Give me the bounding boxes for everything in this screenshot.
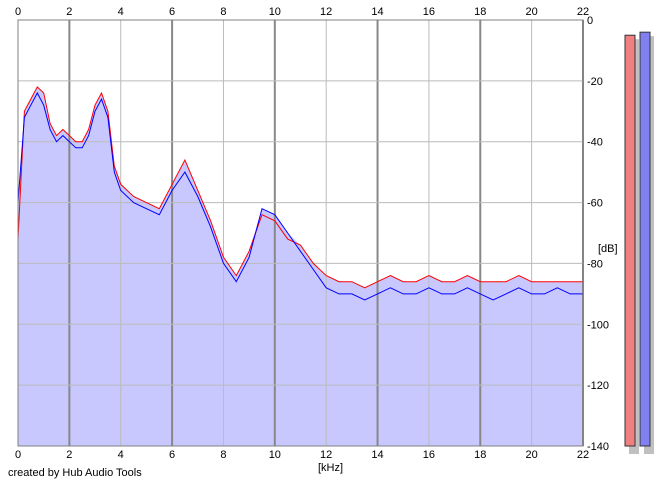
y-tick-label: -100 — [587, 319, 609, 331]
x-tick-label-bottom: 4 — [118, 449, 124, 461]
x-tick-label-bottom: 14 — [371, 449, 383, 461]
x-tick-label-bottom: 12 — [320, 449, 332, 461]
x-tick-label-bottom: 22 — [577, 449, 589, 461]
x-tick-label-bottom: 8 — [220, 449, 226, 461]
y-tick-label: -60 — [587, 198, 603, 210]
x-tick-label-bottom: 2 — [66, 449, 72, 461]
y-tick-label: -80 — [587, 258, 603, 270]
x-tick-label-top: 14 — [371, 6, 383, 18]
y-tick-label: -120 — [587, 380, 609, 392]
x-tick-label-bottom: 10 — [269, 449, 281, 461]
x-tick-label-top: 4 — [118, 6, 124, 18]
x-tick-label-top: 16 — [423, 6, 435, 18]
x-tick-label-top: 2 — [66, 6, 72, 18]
x-tick-label-top: 18 — [474, 6, 486, 18]
x-tick-label-bottom: 20 — [526, 449, 538, 461]
level-meter-2 — [639, 31, 651, 447]
plot-frame — [17, 19, 584, 447]
y-tick-label: -40 — [587, 137, 603, 149]
series-line-1 — [17, 86, 583, 289]
x-tick-label-top: 0 — [15, 6, 21, 18]
series-line-2 — [17, 91, 583, 301]
x-tick-label-top: 20 — [526, 6, 538, 18]
x-tick-label-bottom: 0 — [15, 449, 21, 461]
x-tick-label-top: 8 — [220, 6, 226, 18]
x-tick-label-bottom: 16 — [423, 449, 435, 461]
y-tick-label: -140 — [587, 441, 609, 453]
y-tick-label: -20 — [587, 76, 603, 88]
x-tick-label-top: 6 — [169, 6, 175, 18]
level-meter-1 — [624, 34, 636, 447]
x-tick-label-top: 12 — [320, 6, 332, 18]
spectrum-fill — [18, 86, 583, 447]
x-tick-label-top: 10 — [269, 6, 281, 18]
y-tick-label: 0 — [587, 15, 593, 27]
y-axis-label: [dB] — [598, 243, 618, 255]
x-tick-label-bottom: 6 — [169, 449, 175, 461]
credit-text: created by Hub Audio Tools — [8, 467, 142, 479]
x-tick-label-bottom: 18 — [474, 449, 486, 461]
x-tick-label-top: 22 — [577, 6, 589, 18]
x-axis-label: [kHz] — [318, 462, 343, 474]
